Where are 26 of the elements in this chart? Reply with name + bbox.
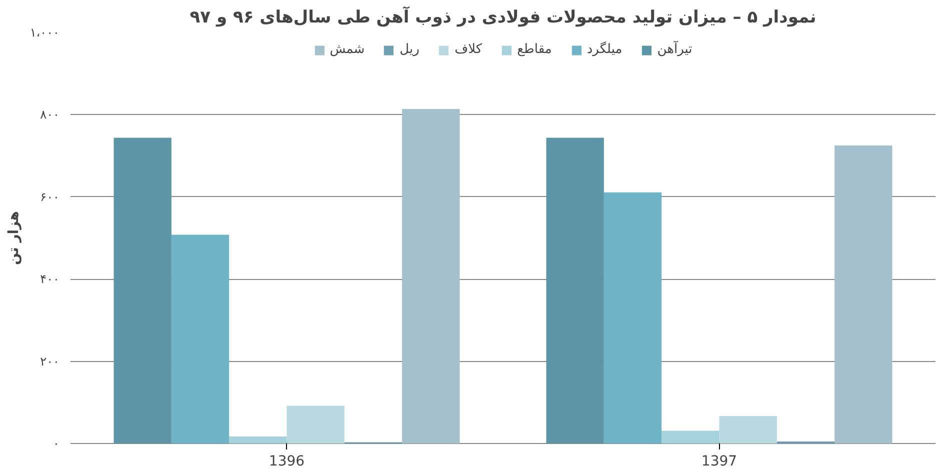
legend-label: ریل [400, 42, 420, 57]
y-tick-label: ۲۰۰ [40, 354, 60, 368]
chart-title: نمودار ۵ – میزان تولید محصولات فولادی در ذوب آهن طی سال‌های ۹۶ و ۹۷ [190, 6, 816, 28]
legend-label: کلاف [454, 42, 482, 57]
bar [229, 436, 287, 444]
legend-label: شمش [330, 42, 365, 57]
x-tick-label: 1396 [268, 454, 305, 470]
bar [662, 430, 720, 444]
y-tick-label: ۸۰۰ [40, 108, 60, 122]
bar [114, 138, 172, 444]
y-tick-label: ۰ [53, 436, 60, 450]
y-tick-label: ۶۰۰ [40, 190, 60, 204]
bar [604, 192, 662, 444]
bar [286, 406, 344, 444]
y-axis-title: هزار تن [6, 210, 22, 265]
legend-label: تیرآهن [657, 42, 692, 57]
bar [402, 108, 460, 444]
legend-label: میلگرد [586, 42, 622, 57]
bar [546, 138, 604, 444]
legend-label: مقاطع [517, 42, 552, 57]
bar [834, 146, 892, 444]
bar [171, 234, 230, 444]
x-tick-label: 1397 [701, 454, 738, 470]
y-tick-label: ۱،۰۰۰ [30, 26, 60, 40]
y-tick-label: ۴۰۰ [40, 272, 60, 286]
bar [719, 416, 777, 444]
